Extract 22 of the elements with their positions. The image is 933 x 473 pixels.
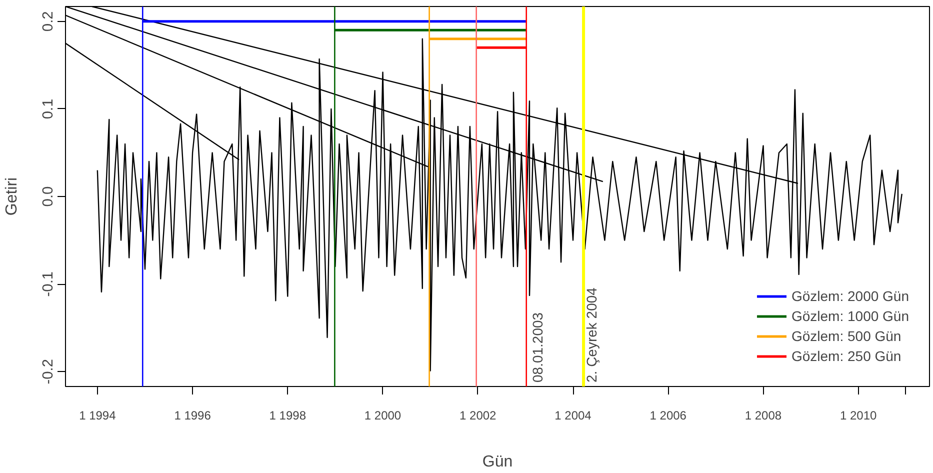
x-tick-label: 1 2010 [840,408,878,422]
y-tick-label: -0.2 [40,358,56,384]
legend-label: Gözlem: 2000 Gün [791,288,909,304]
legend-label: Gözlem: 500 Gün [791,328,902,344]
y-axis-title: Getiri [4,177,20,216]
x-tick-label: 1 2000 [364,408,402,422]
x-tick-label: 1 2008 [744,408,782,422]
x-tick-label: 1 2006 [650,408,687,422]
y-tick-label: 0.0 [40,186,56,207]
ref-line-label: 2. Çeyrek 2004 [584,287,600,382]
y-tick-label: 0.1 [40,98,56,120]
x-tick-label: 1 1996 [174,408,212,422]
x-tick-label: 1 2002 [460,408,497,422]
x-tick-label: 1 2004 [554,408,592,422]
ref-line-label: 08.01.2003 [529,312,546,382]
x-axis-title: Gün [482,454,513,470]
legend-label: Gözlem: 250 Gün [791,348,902,364]
legend-label: Gözlem: 1000 Gün [791,308,909,324]
x-tick-label: 1 1998 [269,408,306,422]
x-tick-label: 1 1994 [79,408,116,422]
y-tick-label: -0.1 [40,271,56,297]
y-tick-label: 0.2 [40,11,56,32]
